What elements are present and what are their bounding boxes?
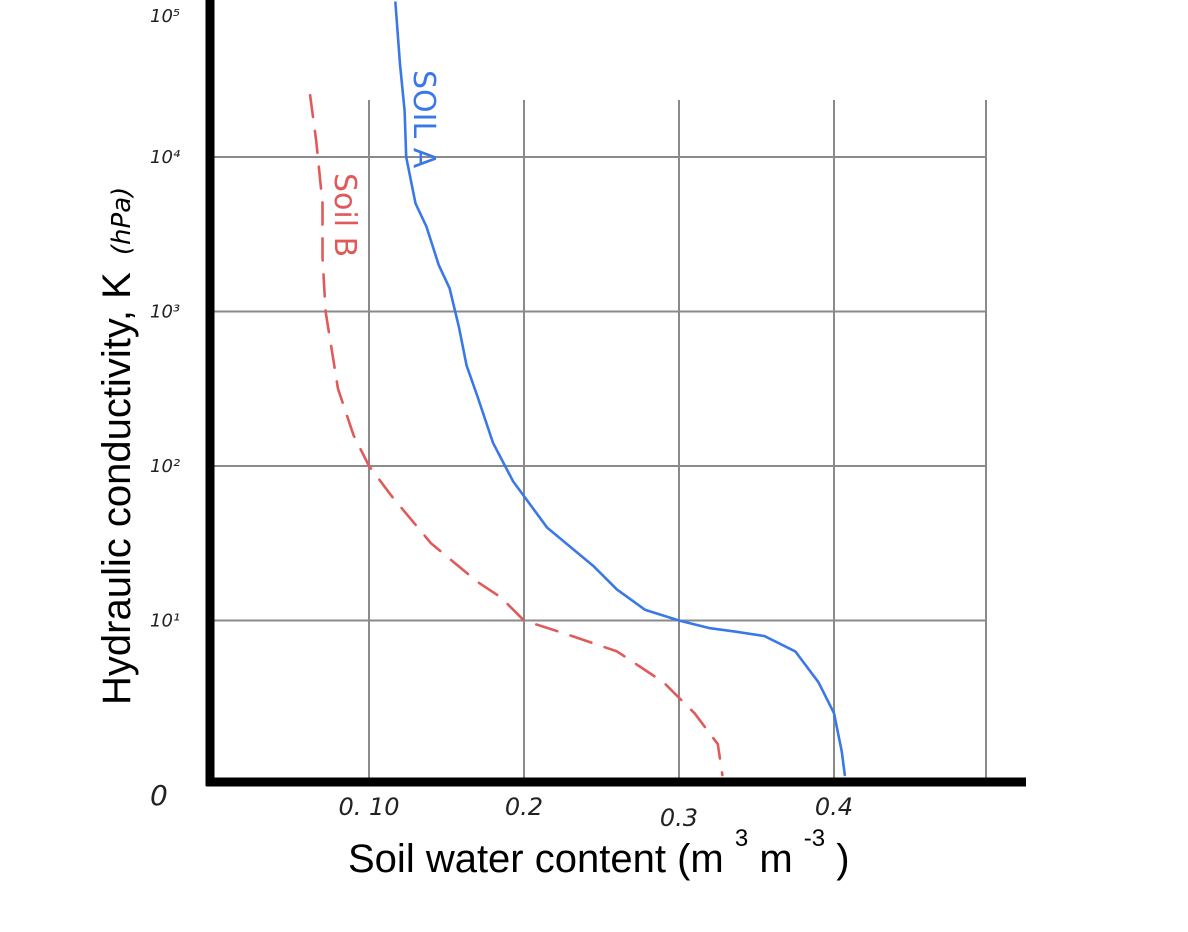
x-tick-label: 0.2 bbox=[505, 793, 543, 821]
series-label-soil-a: SOIL A bbox=[406, 70, 441, 169]
x-axis-title: Soil water content (m 3 m -3 ) bbox=[348, 811, 850, 881]
y-tick-label: 10⁵ bbox=[150, 6, 180, 27]
y-tick-label: 10⁴ bbox=[150, 147, 181, 168]
series-line-soil-b bbox=[308, 93, 724, 777]
svg-text:Hydraulic conductivity, K: Hydraulic conductivity, K (hPa) bbox=[95, 187, 139, 705]
x-axis-sup-2: -3 bbox=[804, 825, 825, 852]
y-axis-unit: (hPa) bbox=[107, 187, 137, 255]
x-axis-label-mid: m bbox=[759, 837, 792, 881]
x-axis-sup-1: 3 bbox=[735, 825, 748, 852]
x-tick-label: 0. 10 bbox=[338, 793, 399, 821]
series-line-soil-a bbox=[394, 1, 847, 777]
vertical-gridlines bbox=[368, 100, 987, 780]
series-layer bbox=[308, 1, 847, 777]
x-axis-label: Soil water content (m bbox=[348, 837, 724, 881]
y-tick-label: 10³ bbox=[150, 302, 180, 323]
y-axis-title: Hydraulic conductivity, K (hPa) bbox=[95, 187, 139, 705]
x-tick-label: 0.3 bbox=[660, 804, 698, 832]
horizontal-gridlines bbox=[214, 156, 985, 622]
y-axis-label: Hydraulic conductivity, K bbox=[95, 272, 139, 705]
y-tick-label: 10¹ bbox=[150, 611, 180, 632]
series-label-soil-b: Soil B bbox=[327, 173, 362, 257]
y-tick-labels: 0 10¹ 10² 10³ 10⁴ 10⁵ bbox=[150, 6, 181, 812]
x-axis-label-end: ) bbox=[836, 837, 849, 881]
x-tick-labels: 0. 10 0.2 0.3 0.4 bbox=[338, 793, 853, 832]
y-tick-label: 10² bbox=[150, 456, 180, 477]
x-tick-label: 0.4 bbox=[815, 793, 853, 821]
y-tick-label: 0 bbox=[150, 779, 168, 812]
